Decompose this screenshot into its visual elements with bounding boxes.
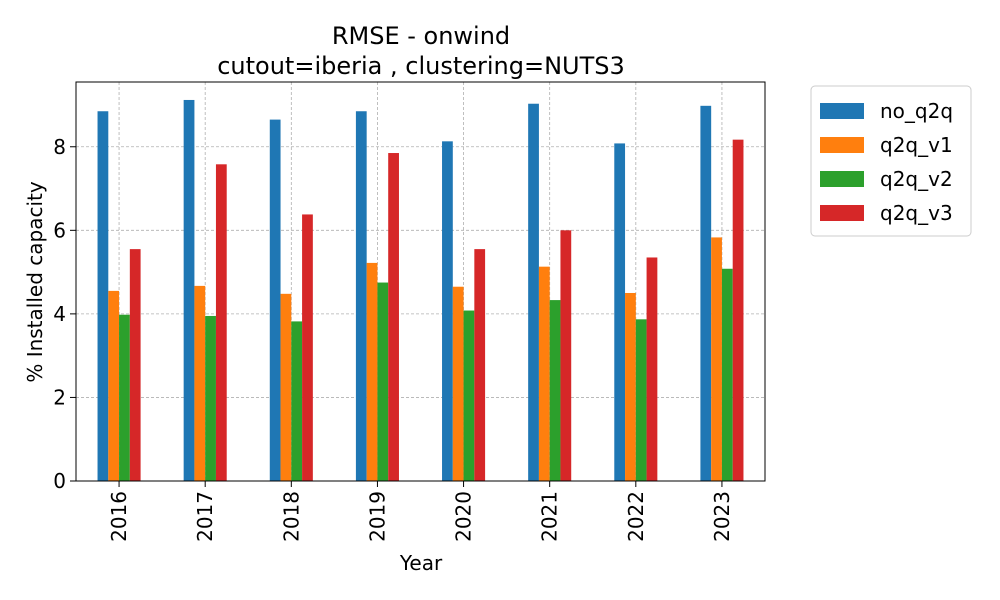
legend-label-q2q_v1: q2q_v1 [880,133,953,157]
x-tick-label: 2016 [107,491,131,542]
chart-title: RMSE - onwind [332,22,510,50]
y-tick-label: 0 [53,469,66,493]
x-tick-label: 2018 [279,491,303,542]
bar-q2q_v2-2021 [549,300,561,481]
plot-area [75,81,766,482]
bar-q2q_v2-2016 [119,314,130,481]
bar-no_q2q-2023 [700,105,712,481]
x-axis-label: Year [399,551,443,575]
bar-q2q_v3-2018 [302,214,313,481]
bar-q2q_v3-2019 [388,153,399,481]
bar-no_q2q-2016 [97,111,109,482]
bar-q2q_v2-2023 [721,268,733,481]
legend-label-q2q_v2: q2q_v2 [880,167,953,191]
x-tick-label: 2017 [193,491,217,542]
legend: no_q2q q2q_v1 q2q_v2 q2q_v3 [810,85,972,237]
legend-swatch-q2q_v2 [820,171,864,187]
bar-q2q_v3-2017 [215,164,227,481]
bar-no_q2q-2022 [614,143,626,481]
x-tick-label: 2021 [538,491,562,542]
bar-no_q2q-2018 [269,119,281,481]
legend-swatch-q2q_v3 [820,205,864,221]
legend-label-q2q_v3: q2q_v3 [880,201,953,225]
bar-q2q_v1-2017 [194,285,206,481]
bar-q2q_v2-2018 [291,321,303,481]
bar-q2q_v1-2016 [108,290,120,481]
bar-q2q_v3-2021 [560,230,572,481]
bar-q2q_v1-2018 [280,293,292,481]
bar-q2q_v2-2022 [635,319,647,481]
y-tick-label: 2 [53,385,66,409]
chart-subtitle: cutout=iberia , clustering=NUTS3 [217,52,625,80]
bar-q2q_v3-2020 [474,249,486,481]
bar-q2q_v1-2021 [538,266,550,481]
x-tick-label: 2020 [452,491,476,542]
bar-no_q2q-2017 [183,99,195,481]
bar-q2q_v3-2022 [646,257,658,481]
bar-no_q2q-2021 [528,103,539,482]
bar-q2q_v2-2019 [377,282,389,481]
y-axis-ticks: 0 2 4 6 8 [53,135,76,493]
x-tick-label: 2022 [624,491,648,542]
x-tick-label: 2019 [365,491,389,542]
legend-frame [810,85,972,237]
bar-q2q_v3-2016 [129,249,141,481]
bar-no_q2q-2020 [442,141,453,481]
y-tick-label: 6 [53,218,66,242]
bar-q2q_v1-2020 [452,286,464,481]
bar-q2q_v2-2017 [205,315,216,481]
bar-q2q_v2-2020 [463,310,475,481]
legend-swatch-q2q_v1 [820,137,864,153]
x-axis-ticks: 2016 2017 2018 2019 2020 2021 2022 2023 [107,481,734,542]
y-tick-label: 4 [53,302,66,326]
bar-q2q_v1-2023 [711,237,722,481]
legend-label-no_q2q: no_q2q [880,99,953,123]
y-tick-label: 8 [53,135,66,159]
bar-q2q_v1-2019 [366,262,378,481]
bar-q2q_v3-2023 [732,139,744,481]
bars [97,99,744,482]
bar-no_q2q-2019 [355,111,367,482]
bar-q2q_v1-2022 [625,292,636,481]
x-tick-label: 2023 [710,491,734,542]
y-axis-label: % Installed capacity [23,181,47,383]
legend-swatch-no_q2q [820,103,864,119]
grid-lines [76,82,765,482]
